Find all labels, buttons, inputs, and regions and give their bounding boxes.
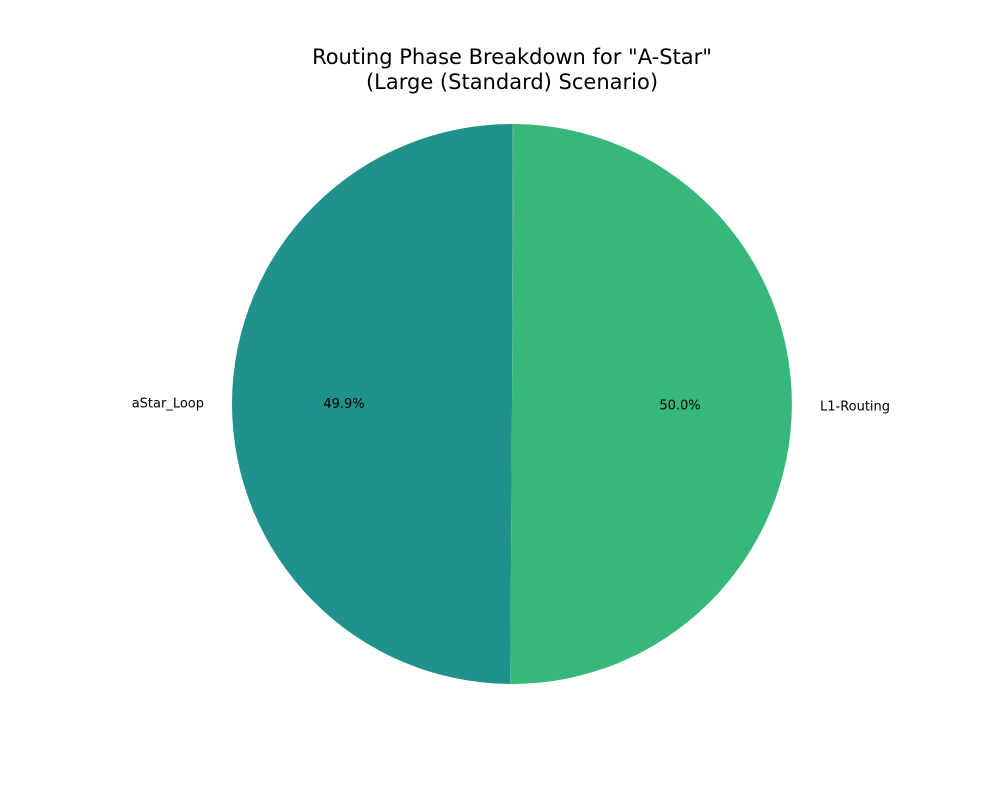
slice-label: aStar_Loop xyxy=(132,397,204,412)
chart-title-line-1: Routing Phase Breakdown for "A-Star" xyxy=(312,45,712,69)
pie-slice-l1-routing xyxy=(510,124,792,684)
pie-slice-astar-loop xyxy=(232,124,512,684)
pie-slice-minor-2 xyxy=(512,124,514,404)
pie-slices xyxy=(232,124,792,684)
pie-labels: aStar_Loop 49.9% L1-Routing 50.0% xyxy=(132,397,890,415)
slice-percentage-label: 50.0% xyxy=(659,399,700,414)
slice-label: L1-Routing xyxy=(820,399,890,414)
chart-title-line-2: (Large (Standard) Scenario) xyxy=(366,70,658,94)
slice-percentage-label: 49.9% xyxy=(323,397,364,412)
